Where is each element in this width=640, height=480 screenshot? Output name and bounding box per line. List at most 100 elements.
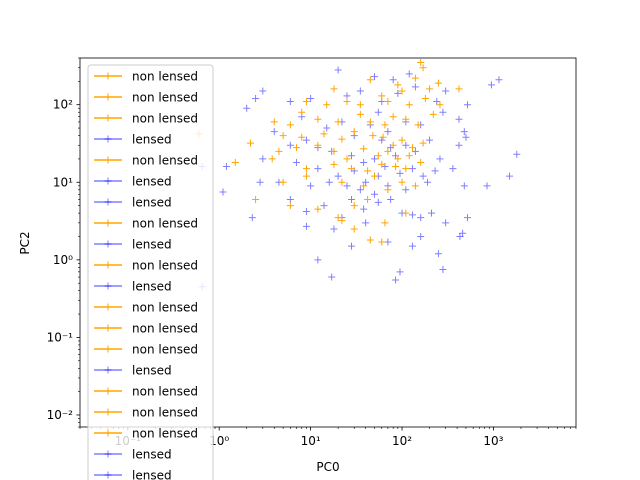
non-lensed-point (398, 136, 406, 144)
non-lensed-point (330, 160, 338, 168)
legend-label: non lensed (132, 217, 198, 231)
lensed-point (459, 229, 467, 237)
non-lensed-point (360, 145, 368, 153)
non-lensed-point (402, 209, 410, 217)
legend-entry: non lensed (94, 91, 198, 105)
legend-marker (104, 135, 112, 143)
non-lensed-point (434, 79, 442, 87)
non-lensed-point (384, 186, 392, 194)
lensed-point (307, 95, 315, 103)
non-lensed-point (366, 76, 374, 84)
lensed-point (302, 222, 310, 230)
legend-label: lensed (132, 133, 172, 147)
y-tick-label: 10⁰ (53, 253, 73, 267)
non-lensed-point (389, 113, 397, 121)
legend-entry: non lensed (94, 154, 198, 168)
non-lensed-point (379, 133, 387, 141)
non-lensed-point (252, 195, 260, 203)
non-lensed-point (411, 182, 419, 190)
non-lensed-point (364, 167, 372, 175)
non-lensed-point (384, 97, 392, 105)
non-lensed-point (275, 147, 283, 155)
lensed-point (396, 268, 404, 276)
non-lensed-point (270, 118, 278, 126)
non-lensed-point (360, 182, 368, 190)
legend-marker (104, 93, 112, 101)
lensed-point (347, 195, 355, 203)
lensed-point (384, 128, 392, 136)
legend-label: non lensed (132, 259, 198, 273)
lensed-point (307, 182, 315, 190)
lensed-point (360, 205, 368, 213)
legend-marker (104, 198, 112, 206)
legend-entry: lensed (94, 469, 172, 480)
x-axis-label: PC0 (316, 460, 339, 474)
legend-label: lensed (132, 280, 172, 294)
non-lensed-point (298, 108, 306, 116)
non-lensed-point (350, 225, 358, 233)
non-lensed-point (302, 165, 310, 173)
lensed-point (286, 195, 294, 203)
legend-marker (104, 261, 112, 269)
lensed-point (323, 124, 331, 132)
non-lensed-point (334, 118, 342, 126)
lensed-point (442, 219, 450, 227)
legend-entry: lensed (94, 196, 172, 210)
non-lensed-point (394, 81, 402, 89)
lensed-point (419, 172, 427, 180)
legend-entry: non lensed (94, 217, 198, 231)
non-lensed-point (402, 165, 410, 173)
legend-entry: non lensed (94, 406, 198, 420)
lensed-point (302, 207, 310, 215)
lensed-point (347, 242, 355, 250)
non-lensed-point (411, 74, 419, 82)
lensed-point (439, 108, 447, 116)
axes-frame (79, 57, 577, 428)
legend-label: non lensed (132, 154, 198, 168)
legend-entry: non lensed (94, 385, 198, 399)
non-lensed-point (338, 135, 346, 143)
non-lensed-point (374, 152, 382, 160)
lensed-point (513, 150, 521, 158)
lensed-point (360, 158, 368, 166)
legend-marker (104, 240, 112, 248)
legend-entry: non lensed (94, 70, 198, 84)
legend-marker (104, 177, 112, 185)
legend-entry: non lensed (94, 322, 198, 336)
legend-label: lensed (132, 238, 172, 252)
non-lensed-point (338, 217, 346, 225)
legend: non lensed non lensed non lensed lensed non … (87, 64, 214, 480)
non-lensed-point (426, 85, 434, 93)
non-lensed-point (414, 121, 422, 129)
lensed-point (405, 70, 413, 78)
lensed-point (334, 66, 342, 74)
non-lensed-point (417, 58, 425, 66)
legend-label: lensed (132, 448, 172, 462)
non-lensed-point (405, 101, 413, 109)
y-tick-label: 10¹ (53, 175, 73, 189)
lensed-point (371, 73, 379, 81)
non-lensed-point (389, 141, 397, 149)
non-lensed-point (302, 97, 310, 105)
non-lensed-point (371, 172, 379, 180)
legend-label: non lensed (132, 70, 198, 84)
lensed-point (442, 87, 450, 95)
non-lensed-point (356, 101, 364, 109)
legend-label: lensed (132, 196, 172, 210)
lensed-point (356, 87, 364, 95)
lensed-point (439, 266, 447, 274)
legend-entry: lensed (94, 133, 172, 147)
non-lensed-point (298, 133, 306, 141)
lensed-point (343, 182, 351, 190)
legend-entry: non lensed (94, 259, 198, 273)
lensed-point (371, 190, 379, 198)
non-lensed-point (381, 219, 389, 227)
legend-marker (104, 219, 112, 227)
lensed-point (270, 128, 278, 136)
non-lensed-point (343, 155, 351, 163)
legend-entry: lensed (94, 280, 172, 294)
non-lensed-point (369, 132, 377, 140)
non-lensed-point (384, 147, 392, 155)
lensed-point (392, 276, 400, 284)
